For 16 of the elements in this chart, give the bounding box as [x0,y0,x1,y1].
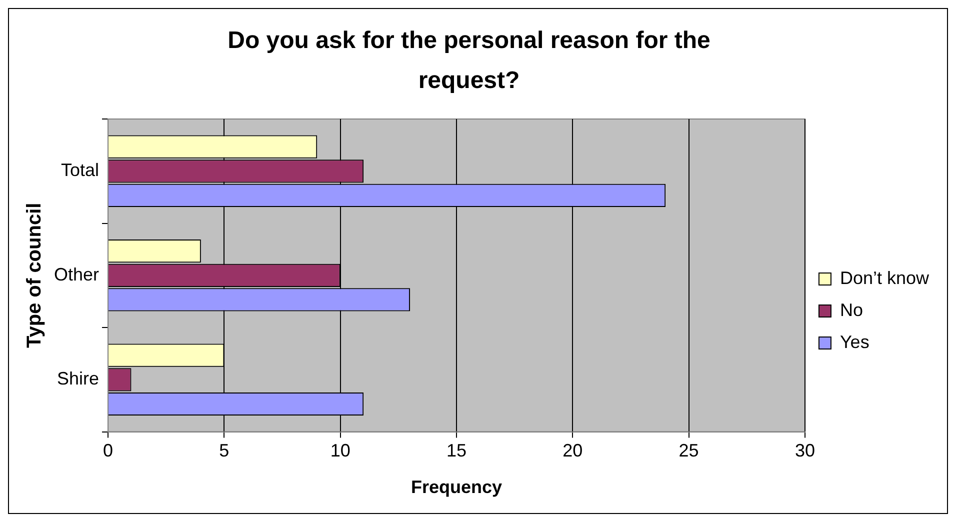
legend-label: Yes [840,332,870,352]
legend-label: No [840,300,863,320]
x-tick-label: 0 [103,440,114,461]
x-tick-label: 20 [562,440,583,461]
legend-label: Don’t know [840,268,930,288]
y-tick-label: Total [60,160,100,180]
x-tick-label: 25 [678,440,699,461]
chart-title: Do you ask for the personal reason for the request? [226,26,712,96]
x-axis-title: Frequency [410,477,502,498]
x-tick-label: 5 [219,440,230,461]
y-tick-label: Other [54,264,100,284]
y-tick-label: Shire [56,368,100,389]
y-axis-title: Type of council [24,202,46,348]
x-tick-label: 10 [330,440,350,461]
x-tick-label: 15 [446,440,467,461]
x-tick-label: 30 [794,440,815,461]
